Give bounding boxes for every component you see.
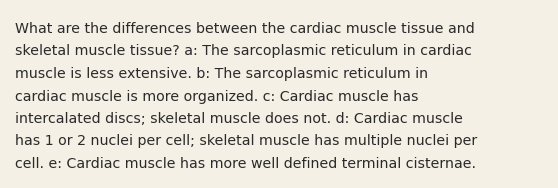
Text: has 1 or 2 nuclei per cell; skeletal muscle has multiple nuclei per: has 1 or 2 nuclei per cell; skeletal mus… xyxy=(15,134,477,149)
Text: cell. e: Cardiac muscle has more well defined terminal cisternae.: cell. e: Cardiac muscle has more well de… xyxy=(15,157,476,171)
Text: cardiac muscle is more organized. c: Cardiac muscle has: cardiac muscle is more organized. c: Car… xyxy=(15,89,418,104)
Text: skeletal muscle tissue? a: The sarcoplasmic reticulum in cardiac: skeletal muscle tissue? a: The sarcoplas… xyxy=(15,45,472,58)
Text: What are the differences between the cardiac muscle tissue and: What are the differences between the car… xyxy=(15,22,475,36)
Text: intercalated discs; skeletal muscle does not. d: Cardiac muscle: intercalated discs; skeletal muscle does… xyxy=(15,112,463,126)
Text: muscle is less extensive. b: The sarcoplasmic reticulum in: muscle is less extensive. b: The sarcopl… xyxy=(15,67,428,81)
